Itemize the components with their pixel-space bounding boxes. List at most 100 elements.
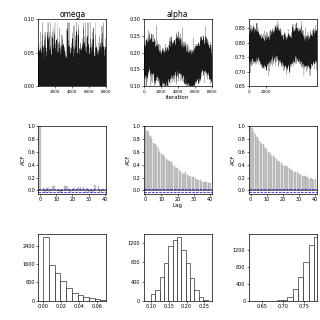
Bar [195,290,199,301]
X-axis label: Lag: Lag [172,204,183,208]
Bar [146,131,148,190]
Bar [81,189,83,190]
Bar [83,187,84,190]
Bar [203,182,204,190]
Bar [203,300,208,301]
Bar [284,166,285,190]
Bar [70,190,71,192]
Bar [52,186,53,190]
Bar [209,183,211,190]
Bar [190,177,191,190]
Bar [258,140,259,190]
Bar [200,180,201,190]
Bar [55,273,60,301]
Bar [47,188,49,190]
Bar [208,182,209,190]
Bar [303,262,308,301]
Bar [166,159,167,190]
Bar [253,132,254,190]
Bar [72,292,78,301]
Bar [190,278,195,301]
Bar [311,179,313,190]
Bar [276,300,282,301]
Bar [168,245,172,301]
Bar [198,180,199,190]
Bar [287,167,288,190]
Bar [39,126,41,190]
Bar [149,136,151,190]
Bar [298,277,303,301]
Bar [174,166,175,190]
Bar [252,128,253,190]
Bar [100,300,106,301]
Bar [250,126,251,190]
Bar [196,180,198,190]
Bar [281,164,282,190]
Bar [164,157,165,190]
Bar [273,156,274,190]
Bar [62,190,63,191]
Bar [307,177,308,190]
Bar [297,172,298,190]
Bar [160,277,164,301]
Bar [167,161,169,190]
Bar [204,182,206,190]
Bar [180,172,181,190]
Bar [292,289,298,301]
Bar [310,178,311,190]
Bar [66,289,72,301]
Bar [44,237,49,301]
Bar [60,190,62,193]
Bar [151,138,152,190]
Bar [271,156,272,190]
Bar [106,300,112,301]
Bar [276,159,277,190]
Bar [49,190,50,192]
Bar [293,172,295,190]
Bar [290,170,292,190]
Bar [298,174,300,190]
Bar [101,190,102,192]
Bar [95,299,100,301]
Bar [112,300,117,301]
Bar [308,179,309,190]
Bar [264,148,266,190]
Bar [41,189,42,190]
Bar [94,185,96,190]
Bar [73,188,75,190]
Y-axis label: ACF: ACF [21,155,26,165]
Bar [148,132,149,190]
Bar [268,152,269,190]
Bar [177,237,181,301]
Bar [295,172,296,190]
Bar [181,250,186,301]
Bar [303,176,305,190]
Bar [269,153,271,190]
Bar [98,186,99,190]
Bar [67,187,68,190]
Y-axis label: ACF: ACF [126,155,131,165]
Bar [123,300,129,301]
Bar [171,162,172,190]
Bar [256,137,258,190]
Bar [177,168,178,190]
Bar [159,152,160,190]
Bar [255,134,256,190]
Bar [185,172,186,190]
Bar [201,182,203,190]
Bar [91,190,92,193]
Bar [78,295,83,301]
Bar [266,149,267,190]
Bar [80,187,81,190]
Bar [261,144,262,190]
Bar [157,148,159,190]
Bar [64,186,65,190]
Bar [65,186,67,190]
X-axis label: iteration: iteration [166,95,189,100]
Bar [153,143,154,190]
Bar [49,265,55,301]
Bar [188,176,189,190]
Bar [145,126,146,190]
Bar [54,186,55,190]
Bar [60,281,66,301]
